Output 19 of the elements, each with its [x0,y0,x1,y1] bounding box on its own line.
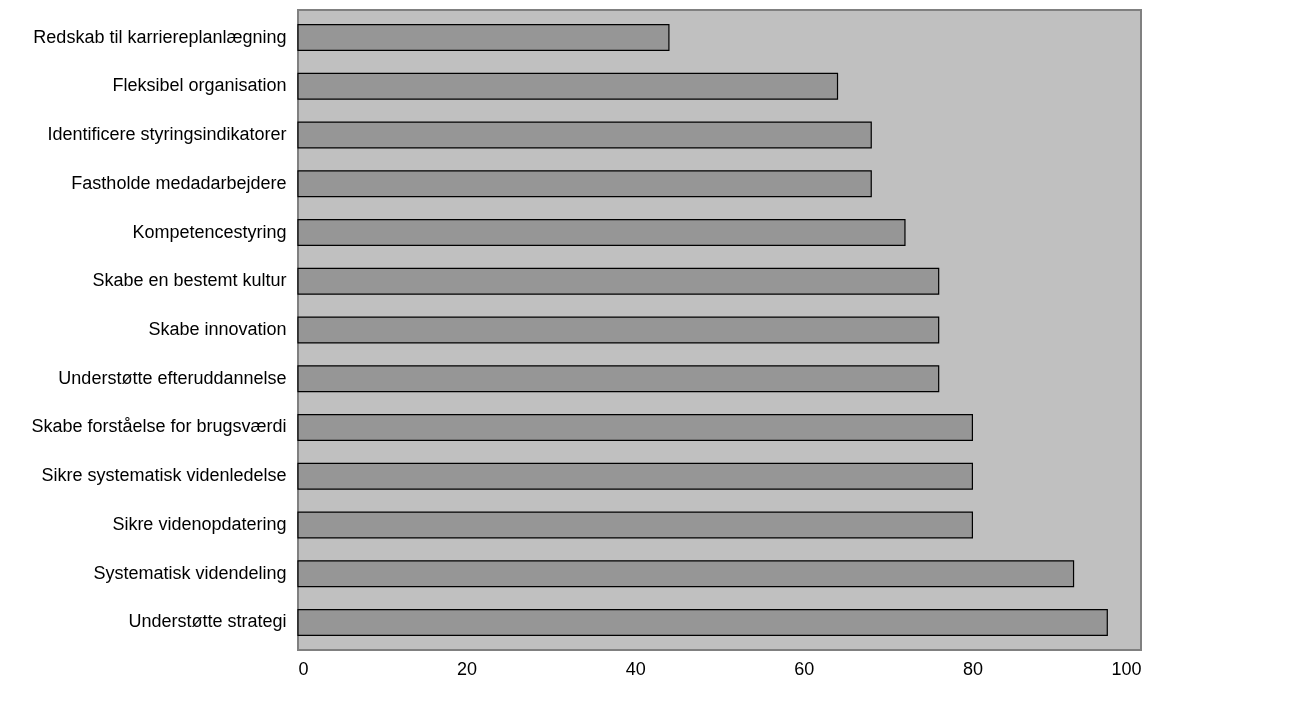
x-tick-label: 80 [962,658,983,679]
x-tick-label: 100 [1111,658,1142,679]
y-tick-label: Fleksibel organisation [112,75,287,96]
y-tick-label: Skabe forståelse for brugsværdi [31,416,287,437]
y-tick-label: Understøtte strategi [128,611,287,632]
y-tick-label: Understøtte efteruddannelse [58,367,287,388]
x-tick-label: 60 [794,658,815,679]
x-tick-label: 40 [625,658,646,679]
x-tick-label: 0 [298,658,309,679]
y-tick-label: Kompetencestyring [132,221,287,242]
y-tick-label: Sikre systematisk videnledelse [41,465,287,486]
x-tick-label: 20 [457,658,478,679]
y-tick-label: Fastholde medadarbejdere [71,172,287,193]
y-tick-label: Systematisk videndeling [93,562,287,583]
y-tick-label: Skabe en bestemt kultur [92,270,287,291]
y-tick-label: Skabe innovation [148,319,287,339]
y-tick-label: Redskab til karriereplanlægning [33,26,287,47]
y-tick-label: Identificere styringsindikatorer [47,124,287,145]
y-tick-label: Sikre videnopdatering [112,513,287,534]
